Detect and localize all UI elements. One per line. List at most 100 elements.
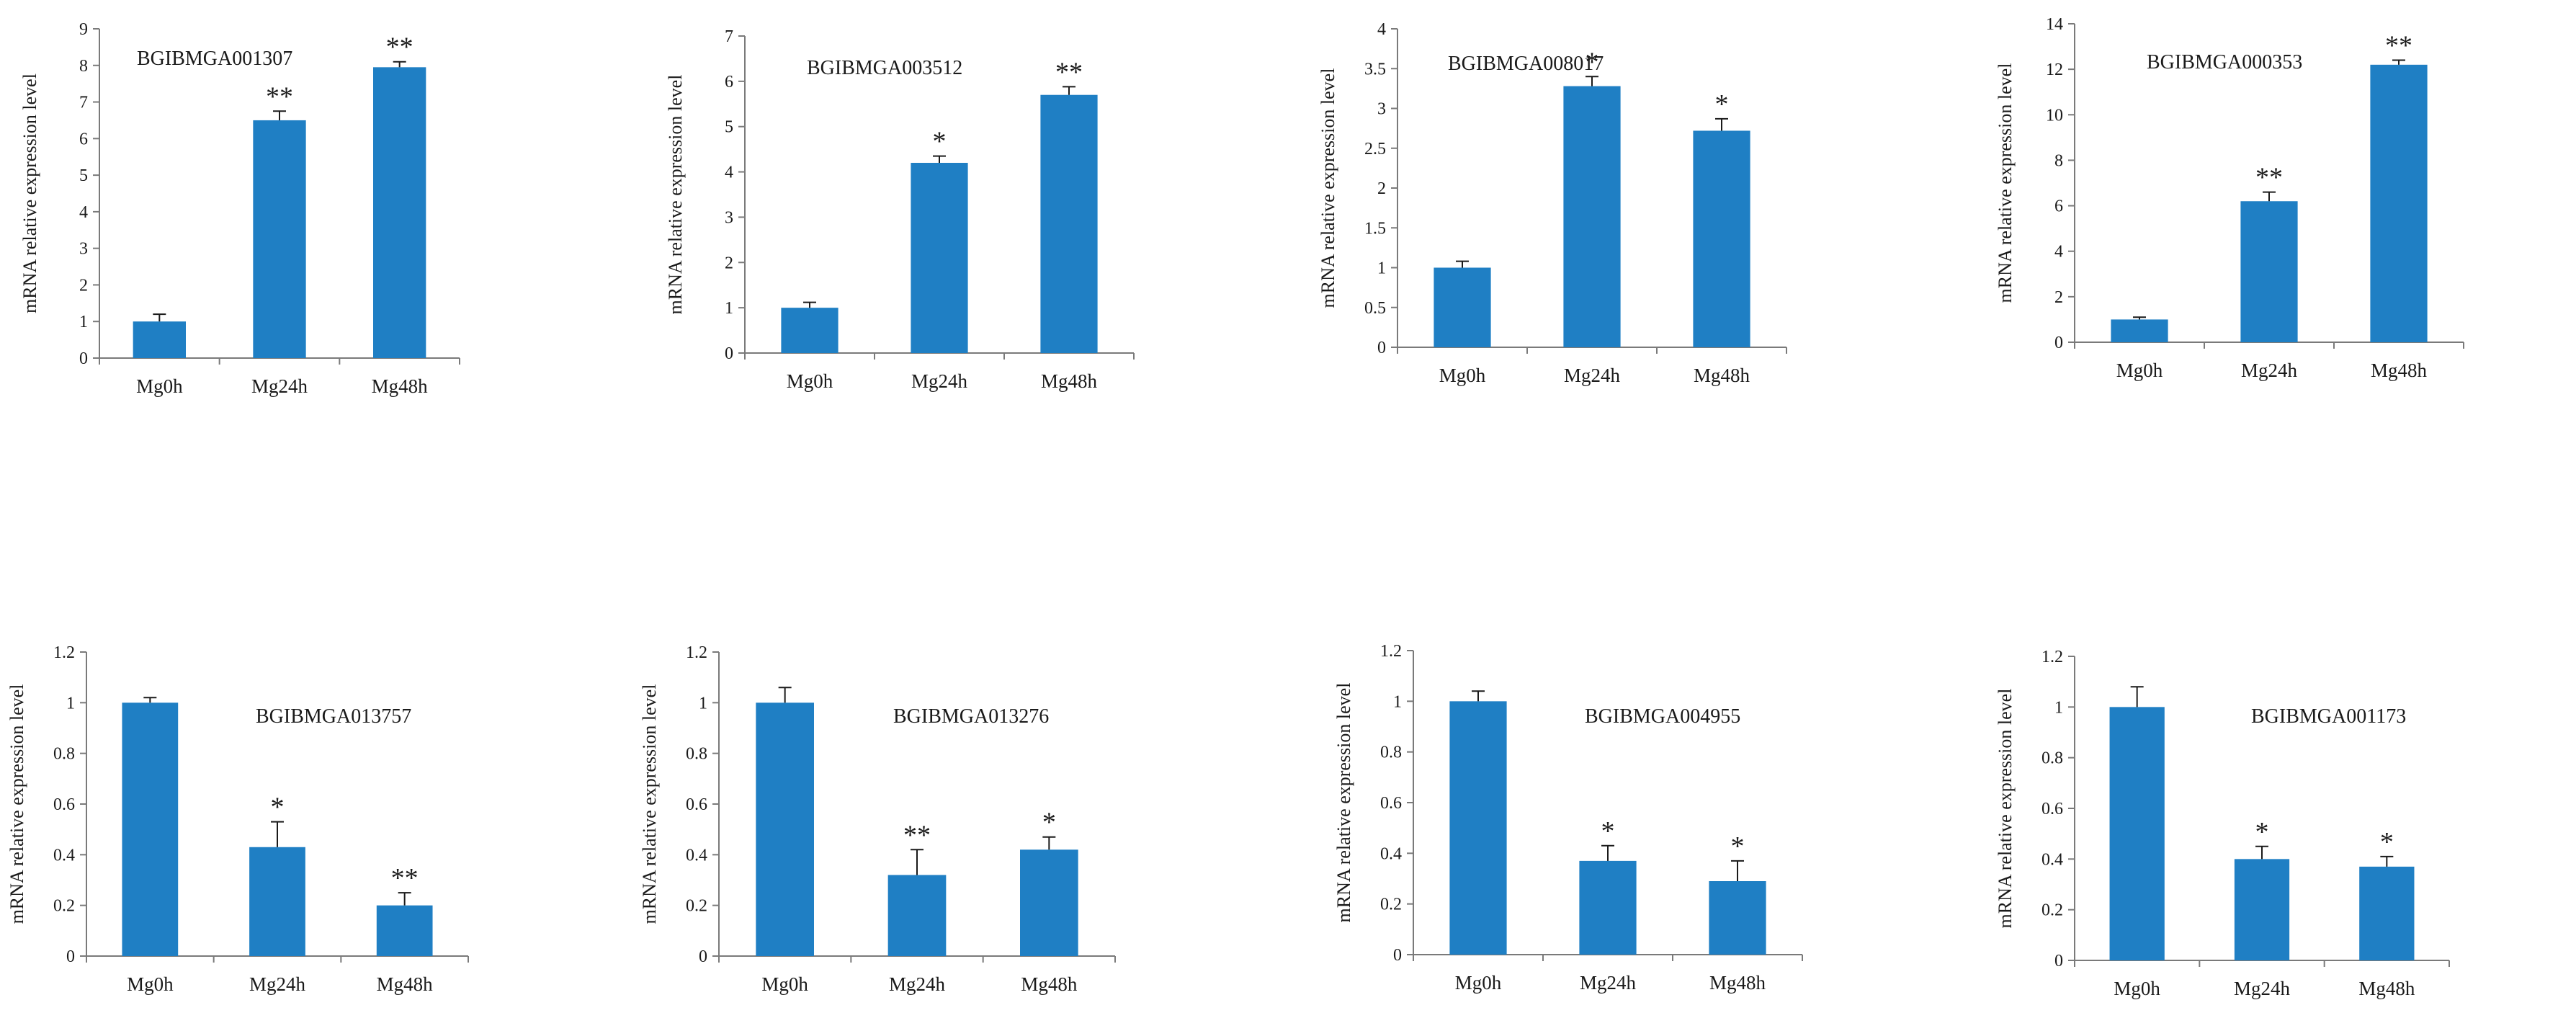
y-tick-label: 0.2	[1380, 896, 1402, 914]
x-tick-label: Mg24h	[251, 375, 308, 397]
y-tick-label: 0	[79, 349, 88, 368]
bar	[2240, 201, 2298, 342]
y-tick-label: 0.8	[53, 745, 75, 764]
significance-label: *	[1586, 47, 1599, 77]
y-tick-label: 0.6	[1380, 794, 1402, 813]
significance-label: *	[2380, 827, 2394, 857]
x-tick-label: Mg48h	[2358, 978, 2415, 999]
y-tick-label: 1	[79, 313, 88, 331]
y-tick-label: 0.4	[686, 846, 707, 865]
y-tick-label: 1	[699, 694, 707, 713]
y-tick-label: 0.4	[2041, 850, 2063, 869]
y-tick-label: 9	[79, 20, 88, 39]
y-tick-label: 1	[1377, 259, 1386, 278]
significance-label: *	[271, 793, 285, 823]
y-tick-label: 3	[79, 240, 88, 259]
bar	[373, 67, 426, 359]
y-axis-label: mRNA relative expression level	[665, 75, 686, 315]
x-tick-label: Mg0h	[1455, 972, 1502, 994]
y-tick-label: 0.4	[53, 846, 75, 865]
y-tick-label: 0.6	[53, 795, 75, 814]
chart-panel: 0 0.2 0.4 0.6 0.8 1 1.2 Mg0h * Mg24h ** Mg48h BGIBMG…	[6, 643, 469, 995]
y-tick-label: 0.6	[686, 795, 707, 814]
chart-panel: 0 0.5 1 1.5 2 2.5 3 3.5 4 Mg0h * Mg24h * Mg48h BGIBMGA…	[1318, 20, 1787, 386]
y-tick-label: 5	[725, 118, 733, 137]
significance-label: **	[2385, 31, 2412, 61]
x-tick-label: Mg0h	[127, 973, 174, 995]
y-tick-label: 1	[1393, 692, 1402, 711]
y-tick-label: 2	[79, 276, 88, 295]
y-axis-label: mRNA relative expression level	[1995, 689, 2016, 929]
x-tick-label: Mg48h	[2371, 360, 2428, 381]
bar	[253, 120, 306, 358]
chart-title: BGIBMGA003512	[807, 57, 962, 79]
x-tick-label: Mg0h	[761, 973, 808, 995]
y-tick-label: 8	[2054, 151, 2063, 170]
bar	[781, 308, 838, 353]
significance-label: *	[1715, 89, 1729, 120]
x-tick-label: Mg48h	[1041, 370, 1098, 392]
y-axis-label: mRNA relative expression level	[1318, 68, 1338, 308]
x-tick-label: Mg24h	[1580, 972, 1637, 994]
y-tick-label: 0.5	[1364, 299, 1386, 318]
x-tick-label: Mg24h	[1564, 365, 1621, 386]
y-tick-label: 1	[2054, 698, 2063, 717]
y-axis-label: mRNA relative expression level	[6, 684, 27, 924]
x-tick-label: Mg24h	[249, 973, 306, 995]
chart-panel: 0 1 2 3 4 5 6 7 8 9 Mg0h ** Mg24h ** Mg48h BGIBMGA00130…	[19, 20, 460, 397]
y-tick-label: 4	[2054, 243, 2063, 262]
y-tick-label: 7	[79, 94, 88, 112]
y-tick-label: 0	[2054, 952, 2063, 970]
x-tick-label: Mg48h	[1694, 365, 1750, 386]
y-axis-label: mRNA relative expression level	[19, 73, 40, 313]
chart-title: BGIBMGA001173	[2251, 705, 2406, 728]
significance-label: *	[933, 127, 947, 157]
x-tick-label: Mg0h	[787, 370, 833, 392]
x-tick-label: Mg0h	[2116, 360, 2163, 381]
y-tick-label: 3.5	[1364, 60, 1386, 79]
y-tick-label: 0	[66, 947, 75, 966]
bar	[249, 847, 305, 956]
y-tick-label: 0.6	[2041, 800, 2063, 818]
y-tick-label: 0	[1393, 946, 1402, 965]
y-tick-label: 0	[725, 344, 733, 363]
bar	[133, 321, 186, 358]
significance-label: **	[266, 81, 293, 112]
y-tick-label: 0	[699, 947, 707, 966]
y-tick-label: 7	[725, 27, 733, 46]
x-tick-label: Mg0h	[2114, 978, 2160, 999]
x-tick-label: Mg24h	[2234, 978, 2291, 999]
bar	[2234, 859, 2290, 960]
y-tick-label: 6	[79, 130, 88, 148]
y-tick-label: 2	[1377, 179, 1386, 198]
chart-title: BGIBMGA001307	[137, 48, 292, 70]
y-tick-label: 0.2	[2041, 901, 2063, 920]
x-tick-label: Mg48h	[1709, 972, 1766, 994]
y-tick-label: 3	[725, 208, 733, 227]
chart-title: BGIBMGA004955	[1585, 705, 1740, 728]
y-tick-label: 1.2	[686, 643, 707, 662]
y-tick-label: 1.5	[1364, 219, 1386, 238]
y-tick-label: 12	[2046, 61, 2063, 79]
y-tick-label: 4	[725, 164, 733, 182]
significance-label: **	[1055, 57, 1083, 87]
x-tick-label: Mg0h	[1439, 365, 1486, 386]
bar	[2111, 319, 2168, 342]
bar	[756, 702, 814, 956]
bar	[2370, 64, 2428, 342]
x-tick-label: Mg24h	[2241, 360, 2298, 381]
y-tick-label: 6	[725, 73, 733, 92]
y-tick-label: 5	[79, 166, 88, 185]
y-tick-label: 0.2	[686, 897, 707, 916]
chart-title: BGIBMGA008017	[1448, 53, 1604, 75]
x-tick-label: Mg24h	[889, 973, 946, 995]
bar	[2109, 707, 2165, 960]
y-tick-label: 0.8	[1380, 744, 1402, 762]
y-tick-label: 4	[79, 203, 88, 222]
y-tick-label: 0	[1377, 339, 1386, 357]
significance-label: *	[1731, 831, 1745, 862]
y-tick-label: 1	[66, 694, 75, 713]
bar	[911, 163, 968, 353]
chart-panel: 0 0.2 0.4 0.6 0.8 1 1.2 Mg0h * Mg24h * Mg48h BGIBMGA…	[1333, 642, 1803, 994]
